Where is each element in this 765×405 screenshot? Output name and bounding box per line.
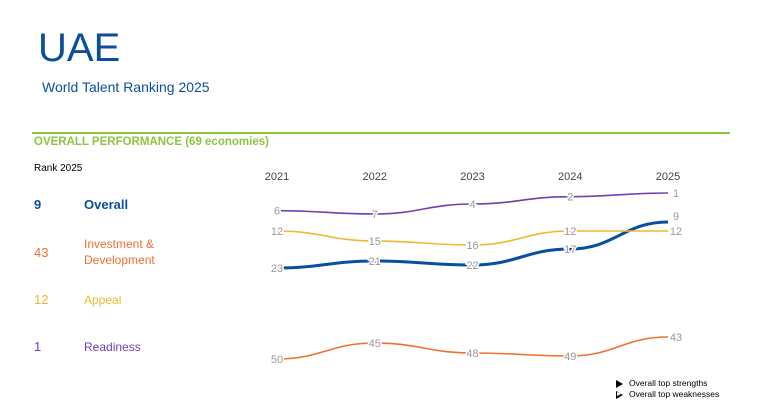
series-line — [276, 336, 669, 360]
rank-label: Appeal — [84, 293, 122, 307]
x-tick-label: 2023 — [460, 171, 484, 183]
data-label: 23 — [271, 263, 283, 275]
page-title: UAE — [38, 26, 121, 70]
series-line — [276, 192, 669, 215]
rank-year-label: Rank 2025 — [34, 163, 83, 174]
data-label: 45 — [369, 338, 381, 350]
rank-label: Overall — [84, 197, 129, 212]
x-tick-label: 2022 — [363, 171, 387, 183]
legend: Overall top strengths Overall top weakne… — [616, 378, 719, 400]
data-label: 17 — [564, 244, 576, 256]
data-label: 16 — [466, 240, 478, 252]
data-label: 22 — [466, 260, 478, 272]
rank-value: 12 — [34, 292, 49, 307]
series-line — [276, 230, 668, 246]
filled-triangle-icon — [616, 379, 623, 388]
data-label: 21 — [369, 256, 381, 268]
page-subtitle: World Talent Ranking 2025 — [42, 79, 210, 95]
legend-weaknesses: Overall top weaknesses — [616, 389, 719, 400]
rank-label: Readiness — [84, 340, 141, 354]
legend-weaknesses-label: Overall top weaknesses — [629, 389, 720, 399]
data-label: 12 — [564, 226, 576, 238]
section-title: OVERALL PERFORMANCE (69 economies) — [34, 136, 269, 148]
data-label: 49 — [564, 351, 576, 363]
data-label: 1 — [673, 188, 679, 200]
data-label: 48 — [466, 348, 478, 360]
data-label: 6 — [274, 206, 280, 218]
x-tick-label: 2021 — [265, 171, 289, 183]
rank-label: Investment & Development — [84, 237, 155, 267]
data-label: 15 — [369, 236, 381, 248]
data-label: 12 — [271, 226, 283, 238]
data-label: 2 — [567, 192, 573, 204]
x-tick-label: 2025 — [656, 171, 680, 183]
data-label: 43 — [670, 332, 682, 344]
series-line — [276, 220, 669, 270]
legend-strengths-label: Overall top strengths — [629, 378, 708, 388]
outline-triangle-icon — [616, 390, 623, 399]
data-label: 9 — [673, 211, 679, 223]
section-divider — [32, 132, 730, 134]
legend-strengths: Overall top strengths — [616, 378, 719, 389]
data-label: 4 — [469, 199, 475, 211]
rank-value: 9 — [34, 197, 42, 212]
rank-value: 43 — [34, 245, 49, 260]
x-tick-label: 2024 — [558, 171, 582, 183]
data-label: 12 — [670, 226, 682, 238]
data-label: 50 — [271, 354, 283, 366]
rank-value: 1 — [34, 339, 42, 354]
data-label: 7 — [372, 209, 378, 221]
